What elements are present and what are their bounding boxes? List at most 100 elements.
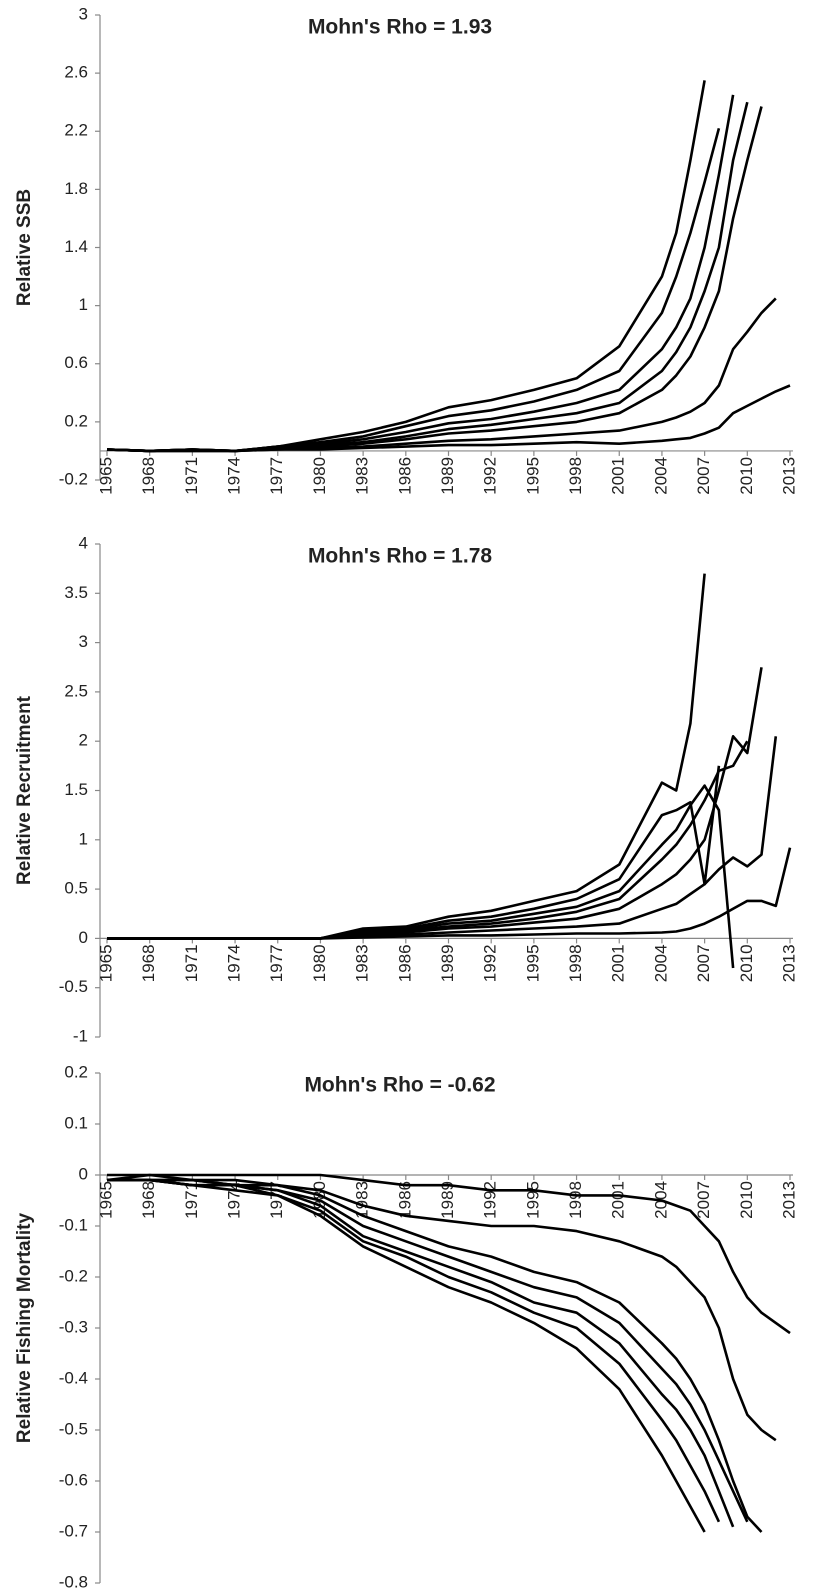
x-tick-label: 2010 [737,944,756,982]
y-tick-label: 0.6 [64,353,88,372]
x-tick-label: 2013 [779,944,798,982]
series-line [107,667,763,940]
y-tick-label: 2.5 [64,681,88,700]
y-tick-label: 2.6 [64,63,88,82]
y-tick-label: 0.1 [64,1113,88,1132]
x-tick-label: 1965 [96,457,115,495]
y-axis-label: Relative Fishing Mortality [14,1212,35,1443]
chart-title: Mohn's Rho = 1.78 [308,545,492,568]
x-tick-label: 2004 [651,944,670,982]
series-line [107,1178,706,1533]
x-tick-label: 1968 [139,1181,158,1219]
chart-title: Mohn's Rho = 1.93 [308,16,492,39]
y-tick-label: -0.3 [59,1317,88,1336]
y-tick-label: 0 [79,928,88,947]
x-tick-label: 1974 [225,944,244,982]
y-tick-label: 3 [79,4,88,23]
series-line [106,384,791,453]
y-tick-label: 0.2 [64,411,88,430]
y-tick-label: 0.2 [64,1062,88,1081]
x-tick-label: 1995 [523,1181,542,1219]
y-tick-label: -0.8 [59,1572,88,1591]
y-tick-label: 2 [79,731,88,750]
x-tick-label: 1971 [182,1181,201,1219]
x-tick-label: 1965 [96,1181,115,1219]
x-tick-label: 1992 [481,1181,500,1219]
y-tick-label: -0.7 [59,1521,88,1540]
chart-title: Mohn's Rho = -0.62 [304,1074,495,1097]
x-tick-label: 1989 [438,457,457,495]
y-tick-label: 1 [79,829,88,848]
x-tick-label: 2004 [651,457,670,495]
series-line [106,101,749,453]
x-tick-label: 1986 [395,1181,414,1219]
series-line [107,1178,735,1528]
y-axis-label: Relative SSB [14,189,35,306]
y-tick-label: 1.5 [64,780,88,799]
series-line [107,784,735,969]
x-tick-label: 1983 [353,457,372,495]
series-line [107,1178,749,1523]
x-tick-label: 1992 [481,944,500,982]
x-tick-label: 1965 [96,944,115,982]
x-tick-label: 1998 [566,1181,585,1219]
y-tick-label: 4 [79,533,88,552]
x-tick-label: 2007 [694,1181,713,1219]
x-tick-label: 2010 [737,1181,756,1219]
x-tick-label: 1983 [353,1181,372,1219]
y-tick-label: 2.2 [64,121,88,140]
x-tick-label: 2013 [779,1181,798,1219]
x-tick-label: 1989 [438,944,457,982]
y-tick-label: -0.2 [59,1266,88,1285]
y-axis-label: Relative Recruitment [14,695,35,885]
x-tick-label: 2007 [694,457,713,495]
series-line [106,1173,777,1442]
x-tick-label: 1980 [310,944,329,982]
x-tick-label: 1986 [395,457,414,495]
y-tick-label: 0.5 [64,879,88,898]
x-tick-label: 1974 [225,457,244,495]
series-line [106,106,763,453]
series-line [107,736,778,940]
x-tick-label: 1980 [310,457,329,495]
y-tick-label: -0.5 [59,977,88,996]
x-tick-label: 2001 [609,457,628,495]
y-tick-label: 0 [79,1164,88,1183]
y-tick-label: 1.8 [64,179,88,198]
x-tick-label: 1995 [523,944,542,982]
series-line [106,80,706,453]
x-tick-label: 1971 [182,944,201,982]
y-tick-label: 1.4 [64,237,88,256]
x-tick-label: 1998 [566,457,585,495]
series-line [107,1173,791,1335]
x-tick-label: 1977 [267,944,286,982]
x-tick-label: 1992 [481,457,500,495]
x-tick-label: 1968 [139,944,158,982]
x-tick-label: 2010 [737,457,756,495]
y-tick-label: -0.2 [59,469,88,488]
y-tick-label: -0.6 [59,1470,88,1489]
series-line [106,94,735,453]
x-tick-label: 1977 [267,457,286,495]
x-tick-label: 2001 [609,944,628,982]
y-tick-label: -0.4 [59,1368,88,1387]
series-line [107,847,792,940]
series-line [106,127,721,453]
series-line [107,1178,763,1533]
x-tick-label: 1989 [438,1181,457,1219]
y-tick-label: 3 [79,632,88,651]
x-tick-label: 1983 [353,944,372,982]
x-tick-label: 1986 [395,944,414,982]
y-tick-label: -0.5 [59,1419,88,1438]
x-tick-label: 2007 [694,944,713,982]
x-tick-label: 1995 [523,457,542,495]
x-tick-label: 2001 [609,1181,628,1219]
x-tick-label: 1968 [139,457,158,495]
y-tick-label: 1 [79,295,88,314]
y-tick-label: -1 [73,1026,88,1045]
x-tick-label: 2013 [779,457,798,495]
series-line [107,740,749,940]
series-line [107,573,706,940]
x-tick-label: 1998 [566,944,585,982]
